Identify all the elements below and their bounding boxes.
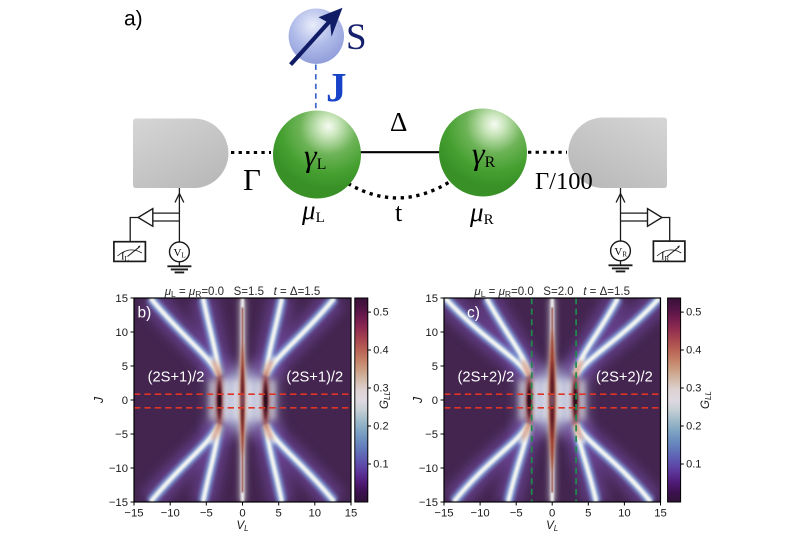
svg-text:S: S: [346, 17, 367, 58]
svg-text:μL: μL: [301, 195, 325, 226]
svg-text:c): c): [467, 305, 480, 322]
svg-text:μL = μR=0.0 S=1.5 t = Δ=1.: μL = μR=0.0 S=1.5 t = Δ=1.5: [164, 286, 321, 299]
svg-text:GLL: GLL: [700, 391, 713, 409]
svg-text:−5: −5: [510, 508, 523, 520]
svg-text:−5: −5: [115, 429, 128, 441]
svg-text:VL: VL: [546, 520, 558, 533]
svg-text:(2S+1)/2: (2S+1)/2: [148, 369, 205, 385]
svg-text:0.2: 0.2: [373, 421, 388, 433]
svg-text:−10: −10: [419, 463, 438, 475]
svg-text:−5: −5: [200, 508, 213, 520]
svg-text:15: 15: [115, 293, 128, 305]
svg-text:0.2: 0.2: [686, 421, 701, 433]
svg-text:t: t: [395, 198, 403, 227]
svg-text:0.5: 0.5: [373, 307, 388, 319]
svg-text:0: 0: [549, 508, 555, 520]
svg-text:5: 5: [585, 508, 591, 520]
svg-text:IL: IL: [121, 252, 129, 264]
svg-text:(2S+2)/2: (2S+2)/2: [596, 369, 653, 385]
svg-text:Δ: Δ: [390, 107, 407, 137]
svg-text:J: J: [326, 64, 347, 110]
svg-text:0.5: 0.5: [686, 307, 701, 319]
svg-text:−5: −5: [425, 429, 438, 441]
svg-text:5: 5: [276, 508, 282, 520]
svg-text:0.1: 0.1: [686, 459, 701, 471]
svg-text:15: 15: [654, 508, 667, 520]
svg-text:0: 0: [122, 395, 128, 407]
svg-text:−10: −10: [161, 508, 180, 520]
svg-text:−15: −15: [434, 508, 453, 520]
svg-text:μR: μR: [469, 197, 494, 228]
svg-text:−15: −15: [124, 508, 143, 520]
svg-text:Γ/100: Γ/100: [535, 168, 593, 195]
svg-text:(2S+2)/2: (2S+2)/2: [458, 369, 515, 385]
svg-text:10: 10: [115, 327, 128, 339]
svg-text:(2S+1)/2: (2S+1)/2: [286, 369, 343, 385]
svg-text:0.1: 0.1: [373, 459, 388, 471]
svg-text:J: J: [411, 396, 425, 404]
svg-text:Γ: Γ: [243, 162, 261, 197]
svg-text:0: 0: [432, 395, 438, 407]
svg-text:IR: IR: [661, 252, 670, 264]
svg-text:b): b): [138, 305, 152, 322]
svg-text:μL = μR=0.0 S=2.0 t = Δ=1.: μL = μR=0.0 S=2.0 t = Δ=1.5: [473, 286, 630, 299]
svg-text:0.4: 0.4: [686, 345, 701, 357]
svg-text:10: 10: [309, 508, 322, 520]
svg-text:10: 10: [425, 327, 438, 339]
svg-text:10: 10: [618, 508, 631, 520]
svg-text:5: 5: [122, 361, 128, 373]
svg-text:−10: −10: [471, 508, 490, 520]
svg-text:−15: −15: [419, 497, 438, 509]
svg-text:a): a): [124, 8, 143, 31]
svg-text:0.3: 0.3: [373, 383, 388, 395]
svg-text:VL: VL: [236, 520, 248, 533]
svg-text:J: J: [92, 396, 106, 404]
svg-text:0.4: 0.4: [373, 345, 388, 357]
svg-text:−15: −15: [109, 497, 128, 509]
svg-text:15: 15: [345, 508, 358, 520]
svg-text:0.3: 0.3: [686, 383, 701, 395]
svg-text:15: 15: [425, 293, 438, 305]
svg-text:−10: −10: [109, 463, 128, 475]
svg-text:0: 0: [239, 508, 245, 520]
svg-text:GLL: GLL: [379, 391, 392, 409]
svg-text:5: 5: [432, 361, 438, 373]
